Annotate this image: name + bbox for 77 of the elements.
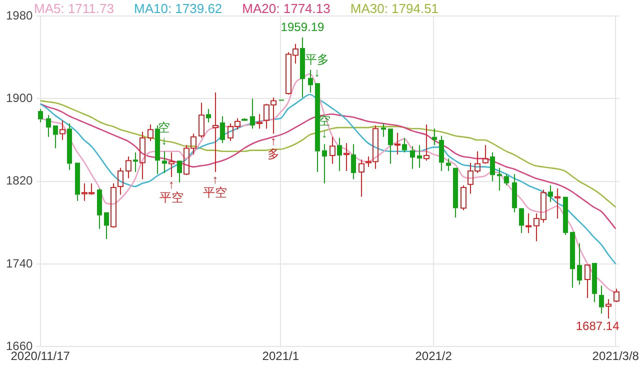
text: MA30: 1794.51 <box>350 1 439 16</box>
candlestick <box>177 160 182 183</box>
candlestick <box>584 264 590 299</box>
candlestick <box>432 128 437 146</box>
line-series <box>40 100 616 208</box>
candlestick <box>446 158 451 172</box>
candlestick <box>402 137 407 153</box>
candlestick <box>104 212 109 240</box>
candlestick <box>60 120 66 140</box>
candlestick <box>388 128 393 164</box>
candlestick <box>38 108 43 123</box>
x-tick-label: 2021/2 <box>415 349 452 364</box>
candlestick <box>140 131 146 180</box>
candlestick <box>67 122 72 170</box>
candlestick <box>97 188 102 230</box>
text: MA10: 1739.62 <box>134 1 222 16</box>
candlestick <box>344 142 350 172</box>
y-tick-label: 1740 <box>6 256 34 270</box>
candlestick <box>410 146 415 170</box>
line-series <box>40 94 616 265</box>
x-tick-label: 2021/1 <box>262 349 300 364</box>
candlestick <box>570 232 575 288</box>
candlestick <box>162 150 167 174</box>
candlestick <box>548 184 553 202</box>
candlestick <box>424 124 430 162</box>
candlestick <box>315 83 320 172</box>
y-tick-label: 1980 <box>6 8 34 22</box>
candlestick <box>606 298 612 320</box>
text: 1687.14 <box>576 318 620 333</box>
candlestick <box>482 144 488 164</box>
candlestick <box>504 174 509 186</box>
candlestick <box>118 167 124 196</box>
candlestick <box>256 114 262 130</box>
candlestick <box>155 125 160 175</box>
text: 平多 ↓ <box>305 52 330 80</box>
candlestick <box>554 188 560 219</box>
candlestick <box>439 135 444 172</box>
line-series <box>40 103 616 230</box>
candlestick <box>512 174 517 213</box>
candlestick <box>358 159 364 198</box>
text: MA20: 1774.13 <box>242 1 330 16</box>
candlestick <box>394 132 400 155</box>
candlestick <box>351 144 356 180</box>
candlestick <box>577 242 582 286</box>
candlestick <box>337 137 342 172</box>
candlestick <box>592 262 597 303</box>
candlestick <box>46 114 51 138</box>
candlestick <box>490 152 495 182</box>
y-tick-label: 1820 <box>6 174 34 188</box>
candlestick <box>381 122 386 138</box>
text: 1959.19 <box>280 20 324 34</box>
candlestick <box>322 144 327 184</box>
candlestick <box>308 69 313 93</box>
x-tick-label: 2021/3/8 <box>592 349 640 364</box>
candlestick <box>599 285 604 314</box>
candlestick <box>126 156 132 179</box>
text: MA5: 1711.73 <box>34 1 114 16</box>
candlestick <box>133 152 138 172</box>
candlestick <box>497 167 502 192</box>
candlestick <box>168 152 174 178</box>
candlestick <box>330 136 336 164</box>
candlestick <box>526 212 532 234</box>
candlestick <box>563 196 568 236</box>
candlestick <box>75 162 80 202</box>
candlestick <box>220 116 225 144</box>
candlestick <box>250 98 255 130</box>
candlestick <box>212 92 218 172</box>
text: ↑ 平空 <box>203 172 228 200</box>
candlestick <box>53 126 58 149</box>
candlestick <box>417 144 422 168</box>
text: ↑ 平空 <box>159 177 184 204</box>
candlestick <box>206 108 211 123</box>
candlestick <box>198 102 204 138</box>
candlestick <box>519 208 524 234</box>
text: ↑ 多 <box>267 134 280 162</box>
y-tick-label: 1900 <box>6 90 34 105</box>
candlestick <box>300 37 305 98</box>
